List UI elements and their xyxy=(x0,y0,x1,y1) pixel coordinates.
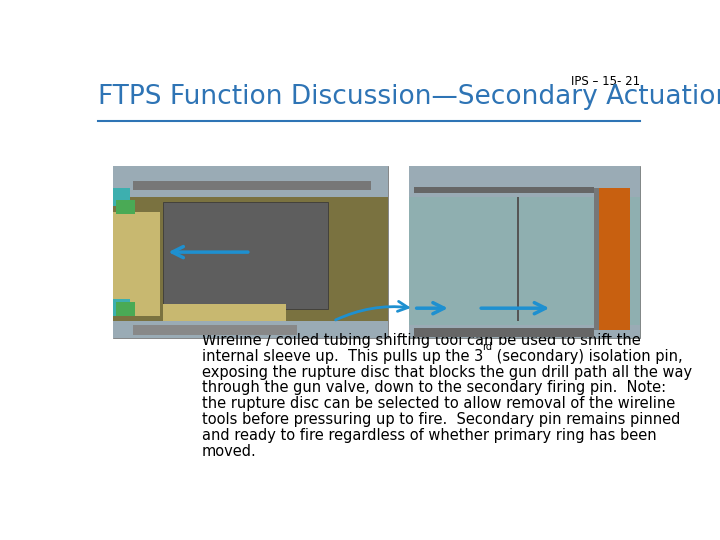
Bar xyxy=(132,325,297,335)
Text: tools before pressuring up to fire.  Secondary pin remains pinned: tools before pressuring up to fire. Seco… xyxy=(202,412,680,427)
Bar xyxy=(114,299,130,316)
Text: internal sleeve up.  This pulls up the 3: internal sleeve up. This pulls up the 3 xyxy=(202,349,483,364)
Text: moved.: moved. xyxy=(202,443,256,458)
Text: rd: rd xyxy=(482,342,492,352)
Bar xyxy=(414,328,593,336)
Bar xyxy=(116,302,135,316)
Bar xyxy=(414,186,593,193)
Bar xyxy=(116,200,135,214)
Bar xyxy=(132,180,372,190)
Bar xyxy=(114,321,388,339)
Bar xyxy=(598,188,631,330)
Text: through the gun valve, down to the secondary firing pin.  Note:: through the gun valve, down to the secon… xyxy=(202,380,666,395)
Bar xyxy=(114,188,130,206)
Bar xyxy=(114,197,388,321)
Text: exposing the rupture disc that blocks the gun drill path all the way: exposing the rupture disc that blocks th… xyxy=(202,364,692,380)
Bar xyxy=(409,166,639,197)
Text: Wireline / coiled tubing shifting tool can be used to shift the: Wireline / coiled tubing shifting tool c… xyxy=(202,333,640,348)
Text: FTPS Function Discussion—Secondary Actuation: FTPS Function Discussion—Secondary Actua… xyxy=(99,84,720,110)
Bar xyxy=(409,166,639,339)
Bar xyxy=(163,202,328,309)
Bar xyxy=(114,166,388,339)
Text: (secondary) isolation pin,: (secondary) isolation pin, xyxy=(492,349,683,364)
Bar xyxy=(114,212,160,316)
Bar xyxy=(593,188,599,330)
Bar xyxy=(409,325,639,339)
Bar xyxy=(163,304,287,321)
Text: and ready to fire regardless of whether primary ring has been: and ready to fire regardless of whether … xyxy=(202,428,656,443)
Bar xyxy=(409,197,598,325)
Bar xyxy=(114,166,388,197)
Text: the rupture disc can be selected to allow removal of the wireline: the rupture disc can be selected to allo… xyxy=(202,396,675,411)
Text: IPS – 15- 21: IPS – 15- 21 xyxy=(570,75,639,88)
